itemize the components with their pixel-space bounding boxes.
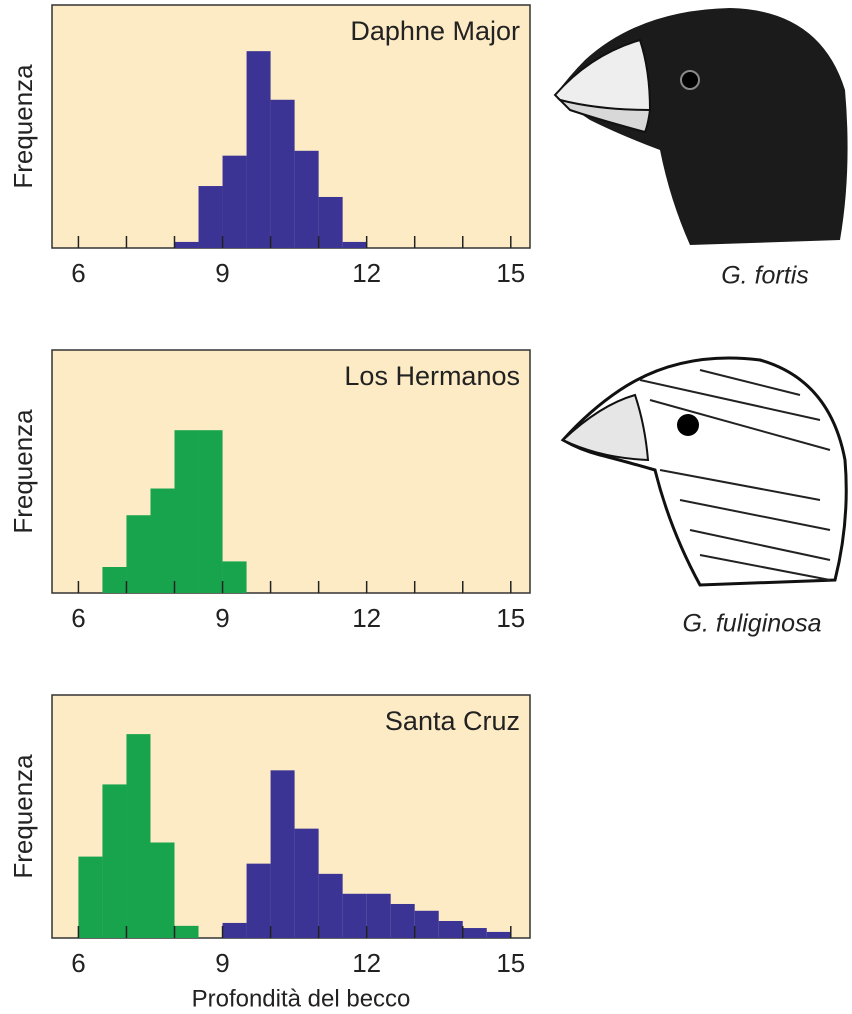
bar [295,829,319,938]
bar [223,561,247,593]
bar [271,100,295,248]
bar [319,874,343,938]
bar [319,197,343,248]
y-axis-label: Frequenza [8,64,38,189]
x-tick-label: 6 [71,603,85,633]
x-axis-label: Profondità del becco [192,985,411,1012]
bar [343,242,367,248]
bar [223,923,247,938]
bar [175,430,199,593]
bar [175,926,199,938]
chart-title: Los Hermanos [344,361,520,391]
bar [247,864,271,938]
bar [78,857,102,938]
x-tick-label: 15 [496,948,525,978]
bar [223,156,247,248]
bar [487,932,511,938]
caption: G. fortis [721,262,809,290]
x-tick-label: 15 [496,258,525,288]
bird-fuliginosa [563,358,846,585]
bar [150,843,174,938]
x-tick-label: 6 [71,258,85,288]
bar [126,515,150,593]
bar [199,430,223,593]
bird-fortis [555,8,848,245]
figure: G. fortis G. fuliginosa 6 9 12 15 Daphne Maj… [0,0,852,1014]
bar [295,151,319,248]
bar [126,734,150,938]
bar [343,894,367,938]
y-axis-label: Frequenza [8,409,38,534]
bar [463,928,487,938]
x-tick-label: 12 [352,603,381,633]
bar [271,770,295,938]
x-tick-label: 15 [496,603,525,633]
bar [102,784,126,938]
bar [247,51,271,248]
bar [150,489,174,593]
x-tick-label: 9 [215,948,229,978]
x-tick-label: 6 [71,948,85,978]
bar [391,904,415,938]
y-axis-label: Frequenza [8,754,38,879]
x-tick-label: 12 [352,258,381,288]
bar [102,567,126,593]
x-tick-label: 9 [215,603,229,633]
bar [415,911,439,938]
x-tick-label: 9 [215,258,229,288]
caption: G. fuliginosa [683,610,822,638]
x-tick-label: 12 [352,948,381,978]
bar [175,242,199,248]
chart-title: Santa Cruz [385,706,520,736]
bar [199,186,223,248]
bar [439,921,463,938]
bar [367,894,391,938]
chart-title: Daphne Major [350,16,520,46]
